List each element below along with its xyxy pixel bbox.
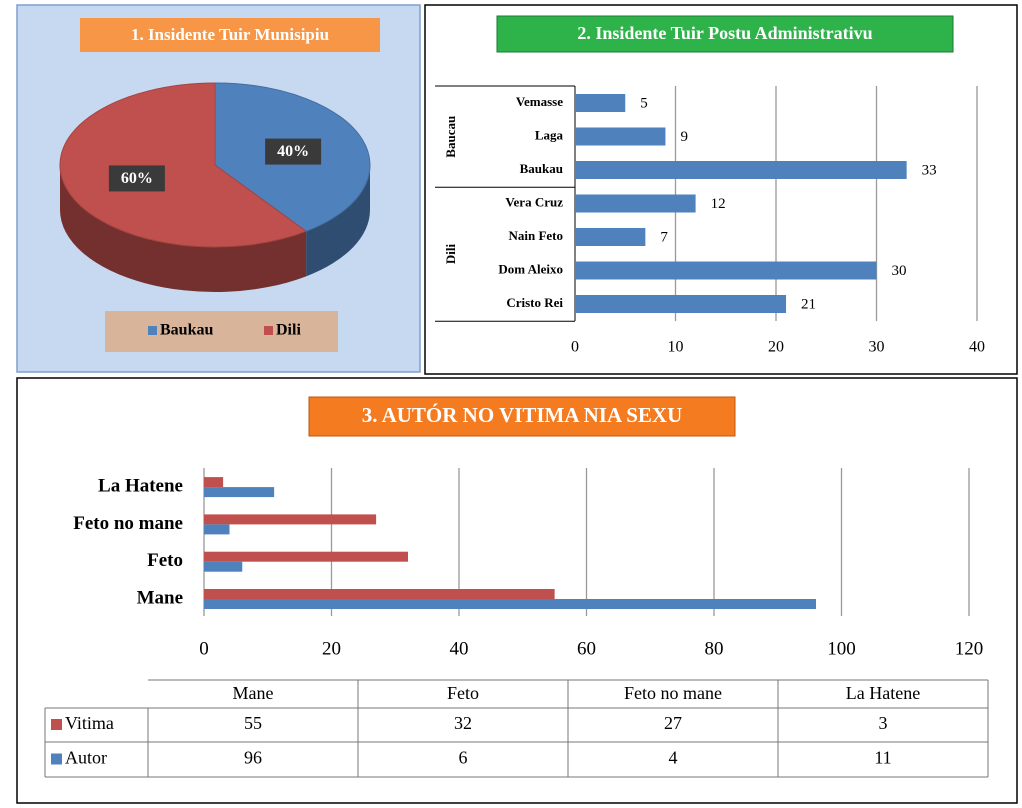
x-tick-label: 80 (705, 638, 724, 659)
legend-swatch (148, 326, 157, 335)
table-cell: 55 (244, 713, 262, 733)
bar (575, 261, 877, 280)
bar (575, 295, 787, 313)
x-tick-label: 10 (668, 339, 684, 356)
y-tick-label: Dom Aleixo (498, 261, 563, 276)
table-cell: 11 (874, 748, 891, 768)
x-tick-label: 20 (322, 638, 341, 659)
title-box (80, 18, 380, 52)
legend-label: Autor (65, 748, 107, 768)
data-label: 21 (801, 296, 816, 312)
bar (204, 599, 816, 609)
table-header: Mane (233, 683, 274, 703)
label-box (108, 165, 165, 192)
table-cell: 4 (669, 748, 678, 768)
bar (575, 194, 696, 213)
bar (204, 514, 377, 525)
bar (575, 94, 626, 112)
y-tick-label: Cristo Rei (506, 295, 563, 310)
bar (575, 228, 646, 246)
y-tick-label: Nain Feto (508, 228, 563, 243)
x-tick-label: 0 (571, 339, 579, 356)
bar (204, 551, 408, 562)
bar (575, 161, 907, 179)
data-label: 5 (640, 95, 648, 111)
data-label: 7 (660, 229, 668, 245)
table-cell: 96 (244, 748, 262, 768)
label-box (265, 138, 322, 165)
legend-swatch (51, 719, 62, 730)
data-label: 40% (277, 143, 309, 160)
data-label: 60% (121, 170, 153, 187)
data-label: 30 (892, 263, 907, 279)
x-tick-label: 60 (577, 638, 596, 659)
data-label: 9 (680, 129, 688, 145)
x-tick-label: 100 (827, 638, 856, 659)
data-label: 12 (711, 196, 726, 212)
table-header: La Hatene (846, 683, 920, 703)
y-tick-label: Feto (147, 550, 183, 571)
x-tick-label: 120 (955, 638, 984, 659)
legend-label: Baukau (160, 322, 213, 339)
y-tick-label: Vera Cruz (505, 194, 563, 209)
title-box (308, 396, 736, 437)
y-tick-label: Laga (535, 127, 564, 142)
table-cell: 3 (879, 713, 888, 733)
slice-side (60, 165, 307, 292)
title-box (496, 15, 954, 53)
y-tick-label: Feto no mane (73, 513, 183, 534)
legend-swatch (51, 753, 62, 765)
x-tick-label: 40 (450, 638, 469, 659)
table-header: Feto no mane (624, 683, 722, 703)
y-tick-label: Mane (137, 587, 183, 608)
x-tick-label: 30 (869, 339, 885, 356)
group-label: Dili (443, 244, 458, 265)
bar (204, 561, 243, 572)
table-cell: 27 (664, 713, 682, 733)
legend-label: Vitima (65, 713, 114, 733)
group-label: Baucau (443, 116, 458, 158)
chart-title: 2. Insidente Tuir Postu Administrativu (577, 23, 872, 43)
chart-title: 1. Insidente Tuir Munisipiu (131, 25, 329, 44)
x-tick-label: 40 (969, 339, 985, 356)
y-tick-label: Baukau (520, 161, 563, 176)
bar (575, 127, 666, 146)
legend-label: Dili (276, 322, 301, 339)
data-label: 33 (922, 162, 937, 178)
panel-2 (424, 4, 1018, 375)
table-cell: 32 (454, 713, 472, 733)
legend-box (105, 311, 338, 352)
y-tick-label: Vemasse (516, 94, 563, 109)
table-cell: 6 (459, 748, 468, 768)
legend-swatch (264, 326, 273, 335)
bar (204, 524, 230, 535)
slice-side (306, 165, 370, 277)
bar (204, 589, 555, 599)
x-tick-label: 20 (768, 339, 784, 356)
y-tick-label: La Hatene (98, 475, 183, 496)
table-header: Feto (447, 683, 479, 703)
pie-slice (59, 82, 308, 248)
bar (204, 487, 275, 498)
bar (204, 477, 224, 488)
chart-title: 3. AUTÓR NO VITIMA NIA SEXU (362, 403, 683, 427)
x-tick-label: 0 (199, 638, 209, 659)
